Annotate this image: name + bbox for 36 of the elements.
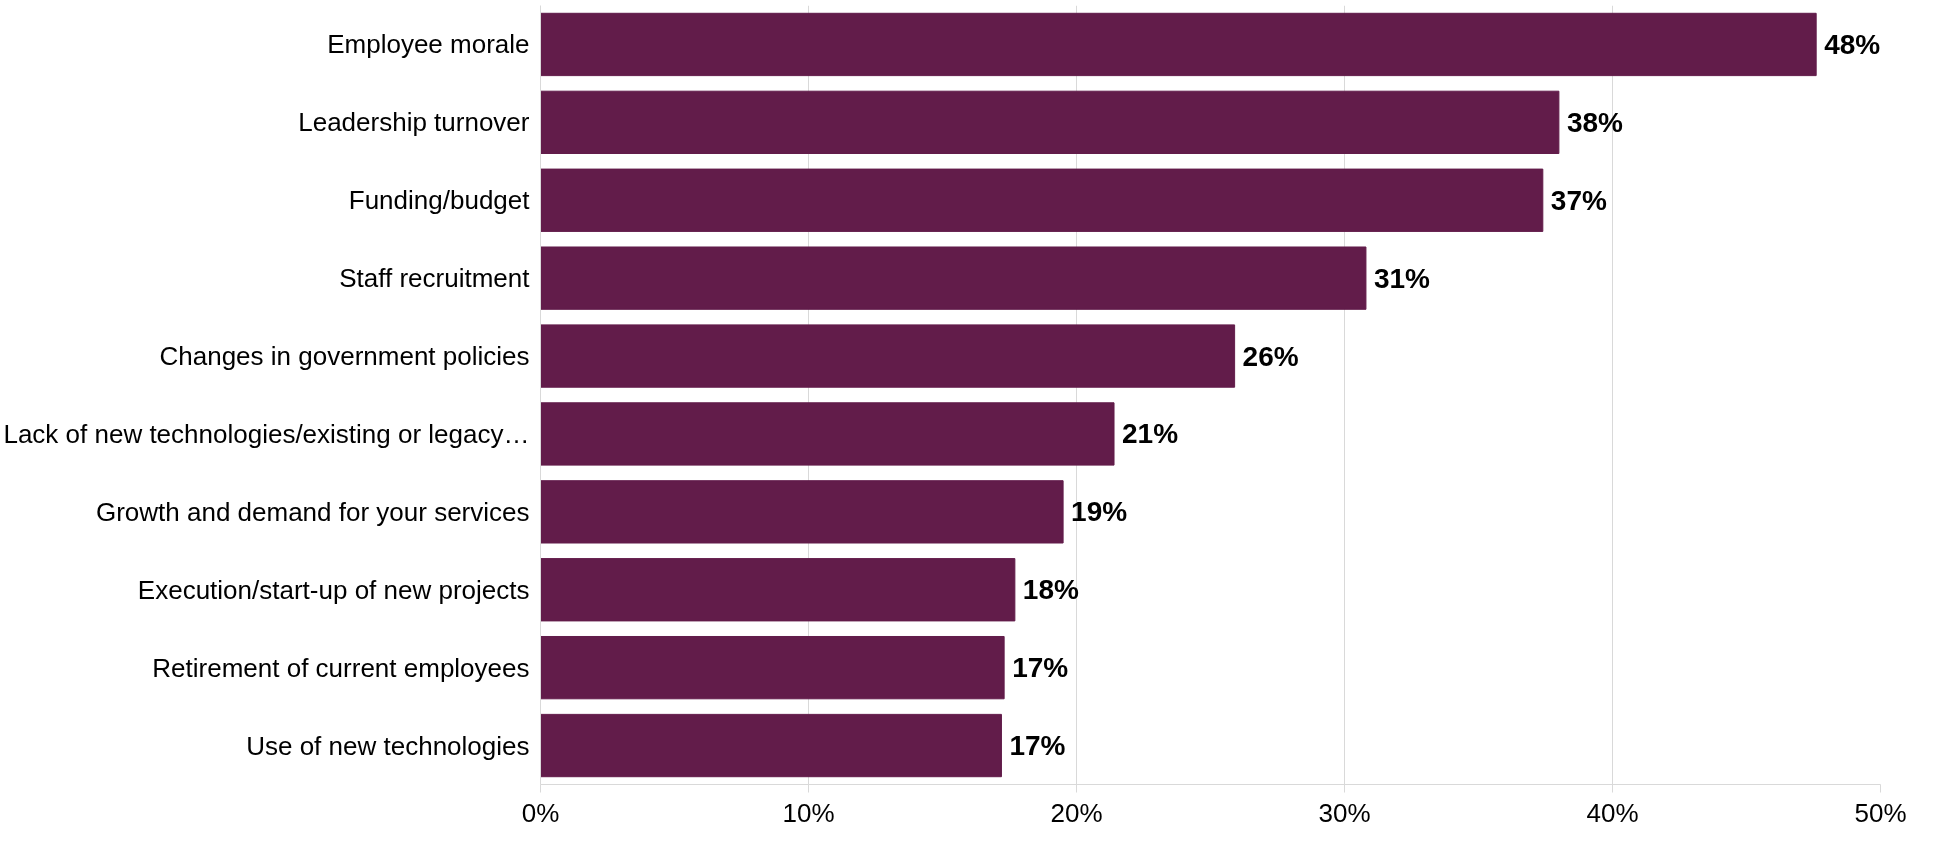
data-label: 26% [1242, 340, 1299, 372]
y-tick-label: Growth and demand for your services [95, 496, 530, 527]
y-tick-label: Retirement of current employees [152, 652, 530, 683]
y-tick-label: Employee morale [327, 29, 530, 60]
y-tick-label: Funding/budget [348, 185, 531, 216]
bar [540, 12, 1817, 77]
data-label: 19% [1071, 496, 1128, 528]
y-tick-label: Lack of new technologies/existing or legacy… [3, 418, 530, 449]
x-tick-label: 20% [1050, 797, 1103, 828]
x-tick-label: 40% [1586, 797, 1639, 828]
y-tick-label: Execution/start-up of new projects [137, 574, 530, 605]
data-label: 17% [1009, 730, 1066, 762]
bar [540, 324, 1236, 388]
y-tick-label: Changes in government policies [159, 341, 530, 372]
x-tick-label: 0% [521, 797, 560, 828]
bar [540, 168, 1544, 232]
data-label: 17% [1012, 652, 1069, 684]
x-tick-label: 30% [1318, 797, 1371, 828]
bar [540, 402, 1115, 466]
bar [540, 246, 1367, 310]
data-label: 38% [1566, 106, 1624, 138]
x-tick-label: 50% [1854, 797, 1907, 828]
bar [540, 635, 1005, 700]
bar [540, 713, 1002, 778]
y-tick-label: Staff recruitment [339, 263, 531, 294]
y-tick-label: Use of new technologies [246, 730, 530, 761]
y-tick-label: Leadership turnover [298, 107, 530, 138]
data-label: 31% [1373, 262, 1431, 294]
data-label: 37% [1550, 184, 1607, 216]
bar [540, 90, 1560, 155]
data-label: 18% [1022, 574, 1079, 606]
x-tick-label: 10% [782, 797, 835, 828]
bar [540, 558, 1016, 622]
bar [540, 480, 1064, 544]
data-label: 48% [1824, 28, 1881, 60]
data-label: 21% [1122, 418, 1179, 450]
